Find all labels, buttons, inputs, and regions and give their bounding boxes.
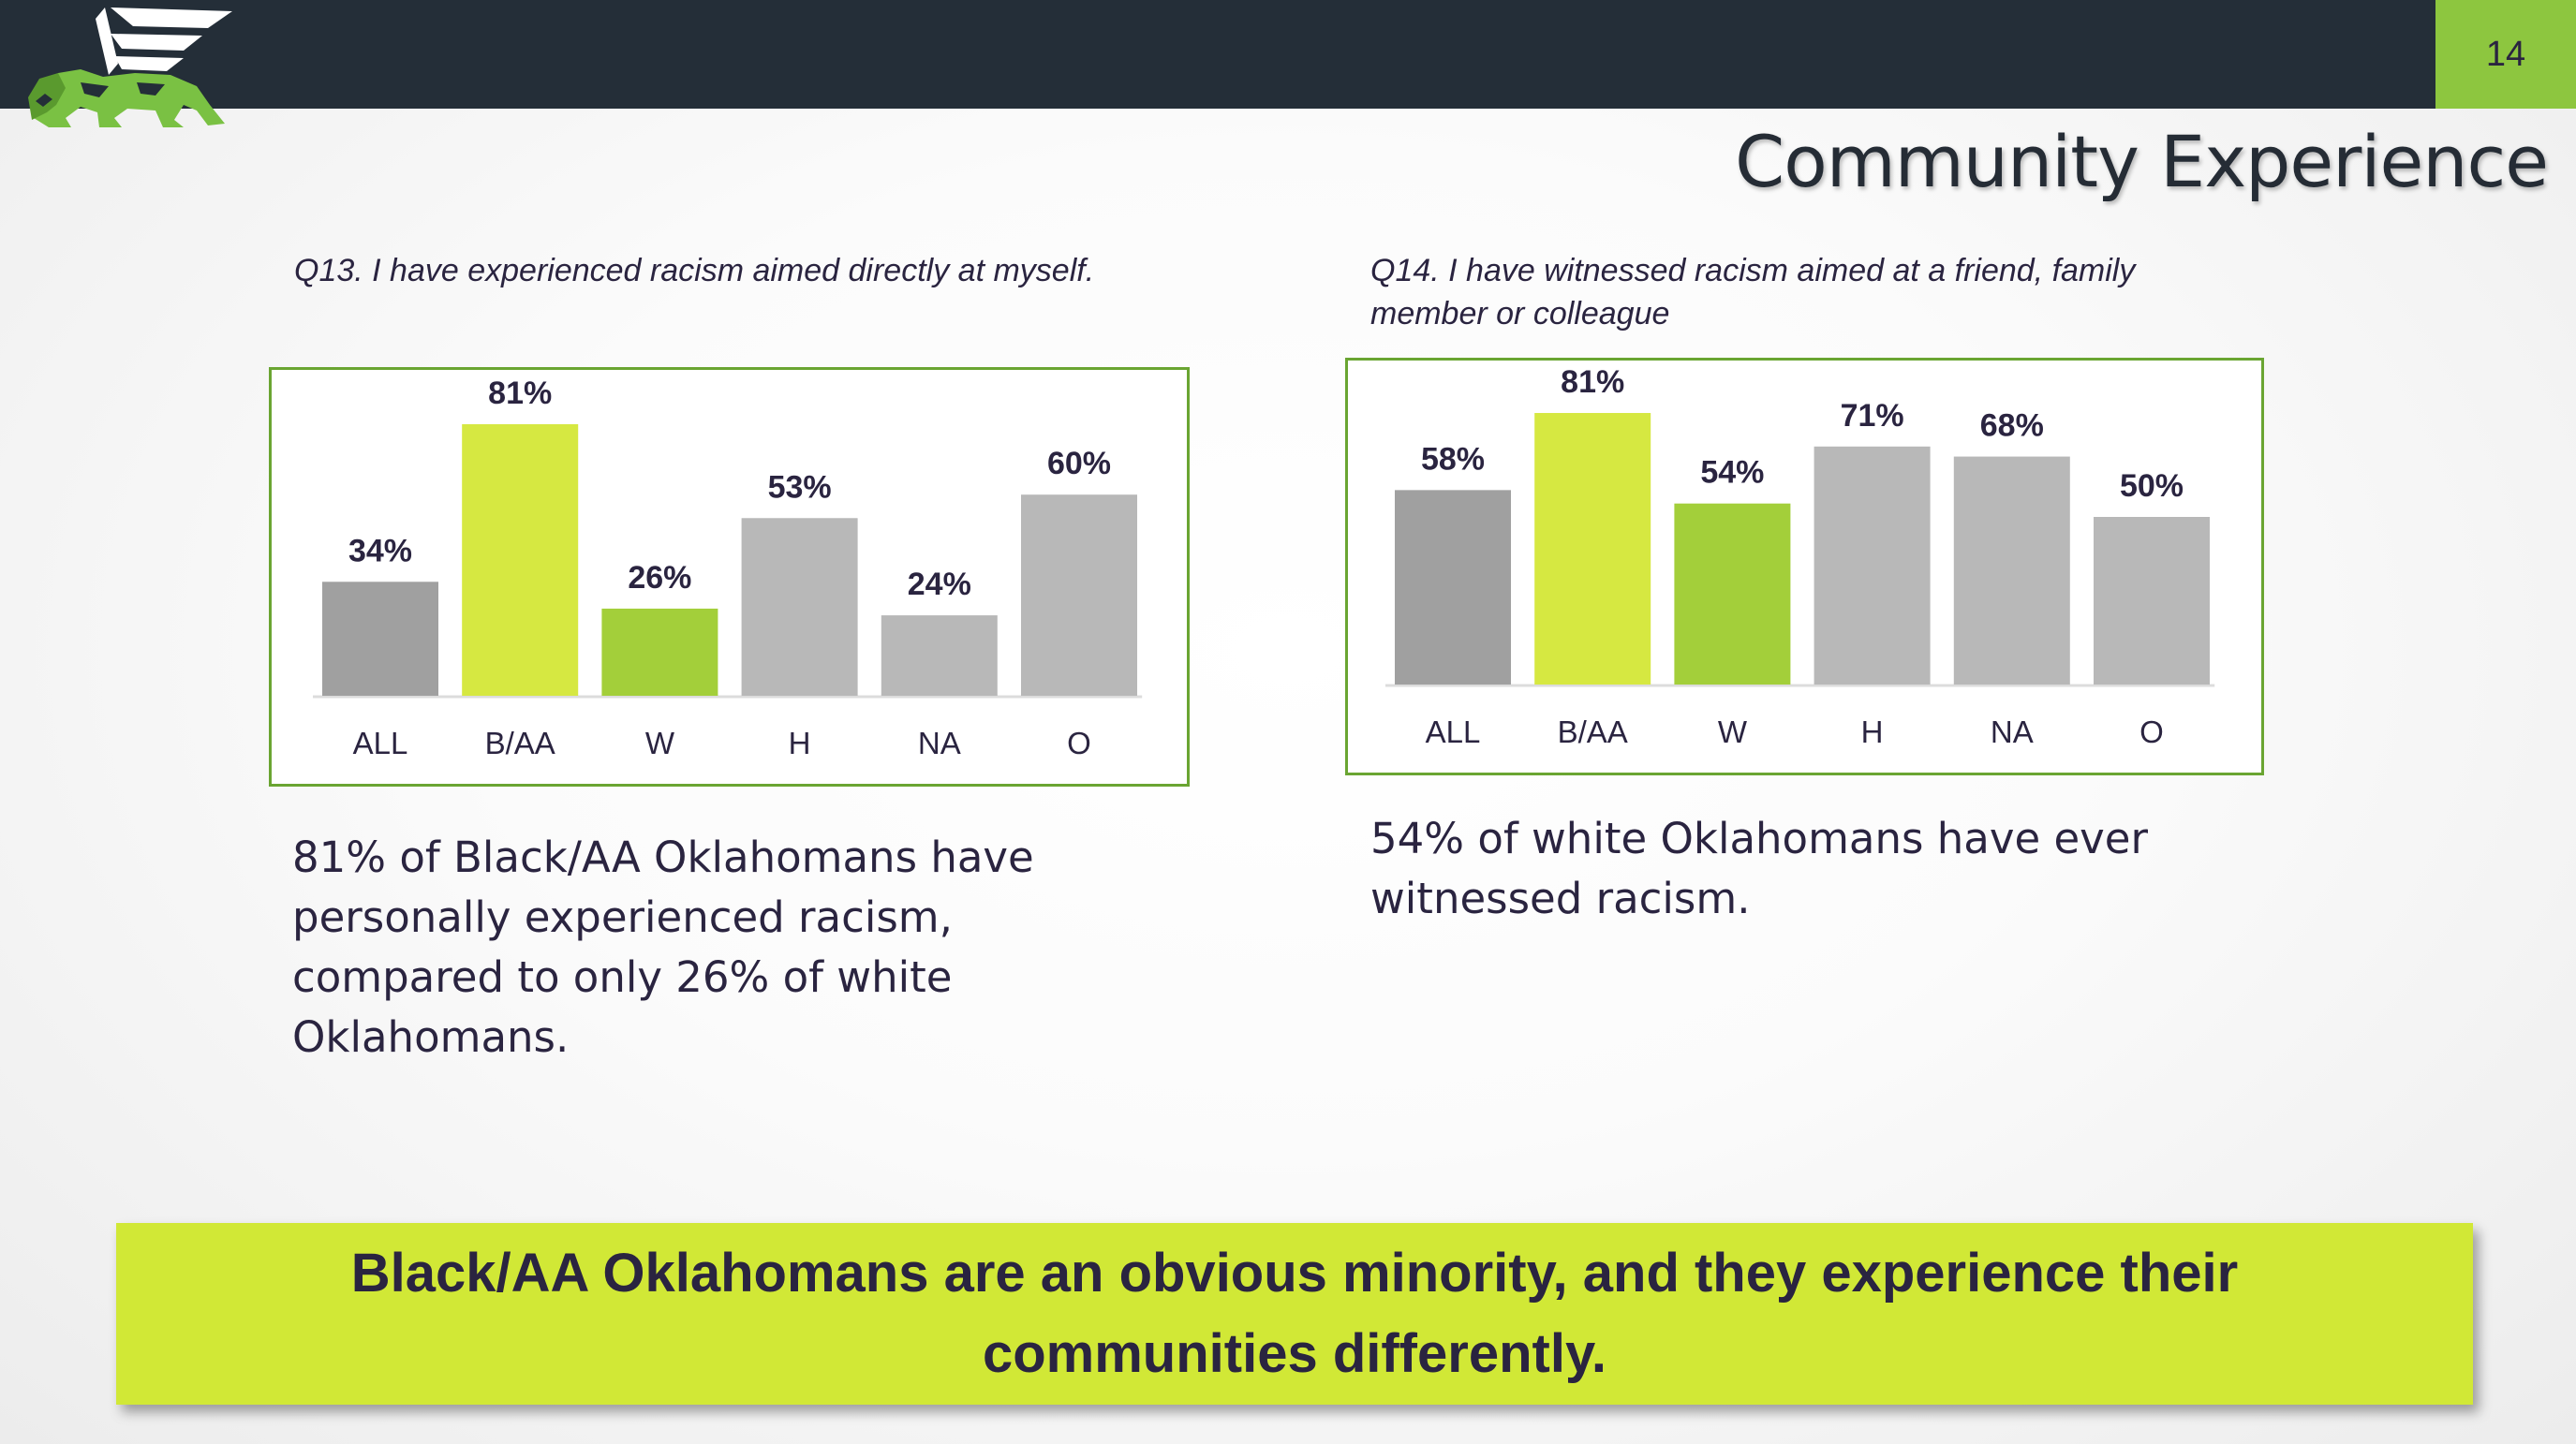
q13-finding: 81% of Black/AA Oklahomans have personal… (292, 833, 1034, 1062)
winged-lion-logo-icon (28, 7, 232, 127)
q14-question: Q14. I have witnessed racism aimed at a … (1370, 253, 2136, 332)
q13-data-label: 24% (908, 567, 971, 602)
q14-tick-label: O (2139, 715, 2164, 749)
q13-question: Q13. I have experienced racism aimed dir… (294, 253, 1095, 288)
q13-tick-label: H (789, 726, 811, 760)
q13-data-label: 34% (348, 533, 412, 568)
q14-data-label: 71% (1841, 398, 1904, 434)
q13-data-label: 26% (628, 560, 691, 596)
key-takeaway-banner: Black/AA Oklahomans are an obvious minor… (116, 1223, 2473, 1405)
q14-bar-w (1674, 503, 1791, 685)
q14-bar-h (1814, 446, 1931, 685)
q13-data-label: 81% (488, 376, 552, 411)
q14-chart-box: 58% ALL 81% B/AA 54% W 71% H 68% NA 50% O (1345, 358, 2264, 775)
page-title: Community Experience (1735, 120, 2549, 203)
q13-tick-label: B/AA (485, 726, 555, 760)
q14-data-label: 68% (1980, 408, 2044, 444)
q14-bar-all (1395, 490, 1511, 685)
q14-tick-label: NA (1991, 715, 2034, 749)
q14-data-label: 81% (1561, 364, 1624, 400)
q14-tick-label: ALL (1426, 715, 1481, 749)
q14-finding: 54% of white Oklahomans have ever witnes… (1370, 814, 2148, 923)
q14-tick-label: B/AA (1558, 715, 1628, 749)
q13-data-label: 60% (1047, 446, 1111, 481)
q14-data-label: 54% (1700, 455, 1764, 491)
q13-bar-o (1021, 494, 1137, 696)
q13-bar-h (741, 518, 858, 696)
q14-tick-label: H (1861, 715, 1884, 749)
q14-bar-o (2094, 517, 2210, 685)
q13-chart-box: 34% ALL 81% B/AA 26% W 53% H 24% NA 60% O (269, 367, 1190, 787)
page-number: 14 (2435, 0, 2576, 109)
q13-tick-label: ALL (353, 726, 408, 760)
q14-tick-label: W (1718, 715, 1748, 749)
q13-bar-all (322, 582, 438, 696)
q14-bar-baa (1534, 413, 1651, 685)
q13-bar-chart: 34% ALL 81% B/AA 26% W 53% H 24% NA 60% O (313, 376, 1143, 760)
q13-bar-baa (462, 424, 579, 696)
q13-data-label: 53% (768, 469, 832, 505)
q14-data-label: 58% (1421, 441, 1485, 477)
q13-tick-label: O (1067, 726, 1091, 760)
q13-tick-label: W (645, 726, 675, 760)
q13-tick-label: NA (918, 726, 961, 760)
q14-bar-na (1953, 456, 2070, 685)
q13-bar-na (881, 615, 998, 696)
key-takeaway-text: Black/AA Oklahomans are an obvious minor… (350, 1243, 2239, 1384)
q14-bar-chart: 58% ALL 81% B/AA 54% W 71% H 68% NA 50% O (1385, 364, 2215, 749)
q13-bar-w (601, 608, 718, 696)
top-bar (0, 0, 2576, 109)
q14-data-label: 50% (2120, 468, 2184, 504)
